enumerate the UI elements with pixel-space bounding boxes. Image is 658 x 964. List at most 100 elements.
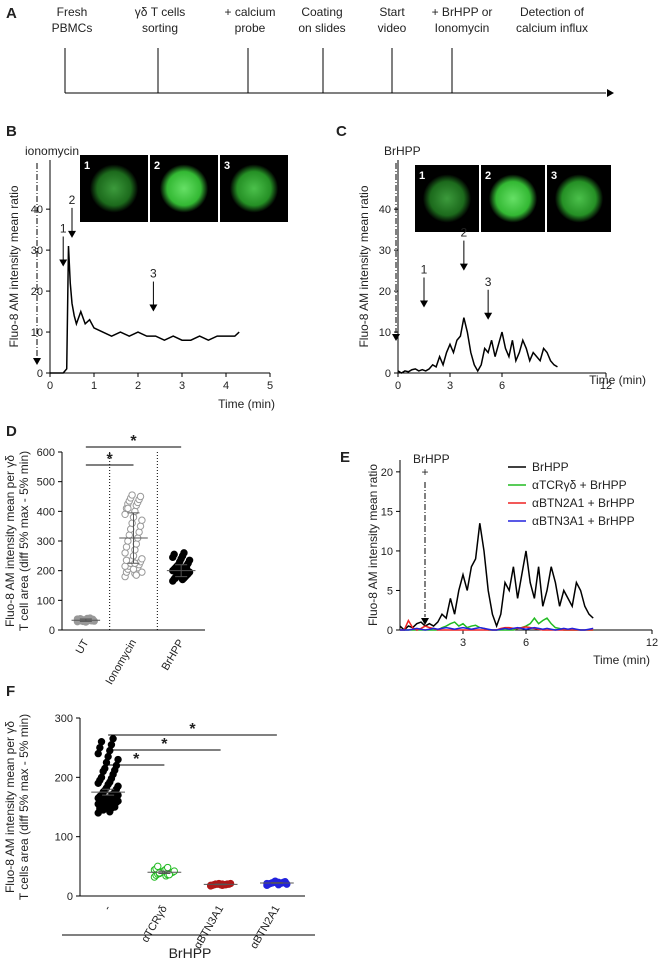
annotation-label: 2 [69,193,76,207]
data-point [99,792,107,801]
data-point [107,741,116,749]
data-point [132,571,141,579]
step-label: sorting [142,21,178,35]
y-tick-label: 40 [379,204,391,216]
legend-label: αTCRγδ + BrHPP [532,478,627,492]
data-line [397,317,558,374]
y-tick-label: 10 [379,327,391,339]
legend-label: αBTN2A1 + BrHPP [532,496,635,510]
data-point [96,804,104,812]
data-point [173,568,181,576]
step-label: Ionomycin [435,21,490,35]
inset-label: 2 [154,160,160,172]
x-tick-label: 0 [395,380,401,392]
data-point [180,549,188,557]
category-label: Ionomycin [104,638,139,687]
y-axis-label: Fluo-8 AM intensity mean ratio [357,185,371,347]
x-tick-label: 3 [460,637,466,649]
category-label: αBTN3A1 [192,904,226,952]
x-tick-label: 3 [447,380,453,392]
data-point [136,492,145,501]
step-label: PBMCs [52,21,93,35]
data-point [184,569,192,578]
arrow-head [33,358,41,365]
data-point [138,516,146,524]
x-tick-label: 1 [91,380,97,392]
data-point [131,546,139,554]
step-label: + calcium [224,5,275,19]
step-label: γδ T cells [135,5,185,19]
cell [229,164,279,213]
data-point [126,525,135,533]
data-point [97,738,106,746]
data-point [154,862,162,871]
y-tick-label: 0 [67,891,73,903]
y-tick-label: 100 [55,832,73,844]
stimulus-label: + [421,465,428,479]
data-point [206,881,215,890]
data-point [121,562,129,570]
x-tick-label: 2 [135,380,141,392]
y-axis-label: T cell area (diff 5% max - 5% min) [17,451,31,631]
error-bar [102,788,115,796]
step-label: video [378,21,407,35]
y-tick-label: 200 [55,772,73,784]
y-tick-label: 15 [381,506,393,518]
error-bar [79,618,92,622]
group-label: BrHPP [169,945,212,961]
panel-label: C [336,123,347,140]
data-point [104,752,112,761]
legend-label: αBTN3A1 + BrHPP [532,514,635,528]
arrow-head [68,230,76,238]
y-axis-label: Fluo-8 AM intensity mean per γδ [3,721,17,893]
x-axis-label: Time (min) [218,397,275,411]
panel-label: A [6,5,17,22]
data-point [170,550,178,559]
step-label: calcium influx [516,21,588,35]
y-axis-label: T cells area (diff 5% max - 5% min) [17,714,31,900]
x-tick-label: 12 [646,637,658,649]
data-point [131,507,139,516]
x-tick-label: 12 [600,380,612,392]
data-point [107,802,116,810]
data-point [174,562,183,570]
significance-label: * [161,736,168,753]
step-label: on slides [298,21,345,35]
panel-label: F [6,683,15,700]
data-point [226,879,235,888]
x-tick-label: 6 [523,637,529,649]
annotation-label: 3 [485,275,492,289]
annotation-label: 3 [150,267,157,281]
category-label: αBTN2A1 [248,904,282,952]
y-tick-label: 600 [37,447,55,459]
category-label: BrHPP [160,638,187,673]
error-bar [175,564,188,578]
data-point [109,735,117,743]
x-axis-label: Time (min) [593,653,650,667]
arrow-head [459,263,468,271]
data-point [124,537,132,545]
stimulus-label: ionomycin [25,144,79,158]
x-tick-label: 5 [267,380,273,392]
y-tick-label: 5 [387,585,393,597]
step-label: Fresh [57,5,88,19]
y-tick-label: 0 [387,625,393,637]
y-axis-label: Fluo-8 AM intensity mean ratio [366,464,380,626]
step-label: Coating [301,5,342,19]
data-point [138,568,146,576]
y-tick-label: 100 [37,595,55,607]
data-point [129,565,138,573]
data-point [132,540,141,548]
data-point [106,746,114,755]
arrow-head [484,312,493,320]
y-tick-label: 0 [385,368,391,380]
step-label: Detection of [520,5,585,19]
data-point [96,743,104,752]
data-point [122,556,131,564]
annotation-label: 2 [461,226,468,240]
inset-label: 1 [419,170,425,182]
y-tick-label: 500 [37,477,55,489]
y-tick-label: 10 [381,546,393,558]
error-bar [270,882,283,884]
y-tick-label: 300 [55,713,73,725]
